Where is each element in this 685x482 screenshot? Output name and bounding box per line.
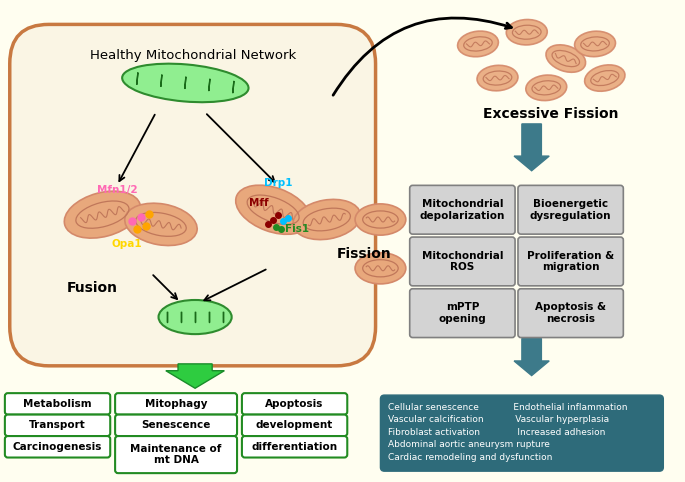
Text: Metabolism: Metabolism bbox=[23, 399, 92, 409]
FancyBboxPatch shape bbox=[5, 393, 110, 415]
Ellipse shape bbox=[585, 65, 625, 92]
Text: Proliferation &
migration: Proliferation & migration bbox=[527, 251, 614, 272]
FancyArrow shape bbox=[514, 124, 549, 171]
Text: Excessive Fission: Excessive Fission bbox=[484, 107, 619, 121]
Text: differentiation: differentiation bbox=[251, 442, 338, 452]
Ellipse shape bbox=[64, 191, 140, 238]
Ellipse shape bbox=[158, 300, 232, 334]
FancyBboxPatch shape bbox=[410, 289, 515, 337]
FancyBboxPatch shape bbox=[242, 393, 347, 415]
Ellipse shape bbox=[236, 185, 310, 234]
Text: mPTP
opening: mPTP opening bbox=[438, 302, 486, 324]
Ellipse shape bbox=[526, 74, 566, 101]
Text: Mff: Mff bbox=[249, 198, 269, 208]
Ellipse shape bbox=[458, 31, 498, 57]
Ellipse shape bbox=[293, 200, 360, 240]
FancyBboxPatch shape bbox=[115, 393, 237, 415]
Ellipse shape bbox=[506, 20, 547, 45]
Text: Drp1: Drp1 bbox=[264, 178, 292, 188]
FancyBboxPatch shape bbox=[410, 186, 515, 234]
Text: Apoptosis &
necrosis: Apoptosis & necrosis bbox=[535, 302, 606, 324]
Text: Healthy Mitochondrial Network: Healthy Mitochondrial Network bbox=[90, 49, 296, 62]
Text: Transport: Transport bbox=[29, 420, 86, 430]
Text: Carcinogenesis: Carcinogenesis bbox=[13, 442, 102, 452]
Text: Fission: Fission bbox=[336, 247, 391, 261]
FancyBboxPatch shape bbox=[115, 415, 237, 436]
Text: Fis1: Fis1 bbox=[286, 224, 310, 234]
FancyBboxPatch shape bbox=[242, 415, 347, 436]
FancyArrow shape bbox=[514, 338, 549, 375]
FancyBboxPatch shape bbox=[518, 289, 623, 337]
Ellipse shape bbox=[355, 204, 406, 235]
Ellipse shape bbox=[545, 45, 586, 72]
Text: Maintenance of
mt DNA: Maintenance of mt DNA bbox=[130, 444, 222, 466]
Ellipse shape bbox=[477, 65, 518, 91]
FancyBboxPatch shape bbox=[5, 415, 110, 436]
Text: Mfn1/2: Mfn1/2 bbox=[97, 185, 138, 195]
Text: Mitochondrial
ROS: Mitochondrial ROS bbox=[422, 251, 503, 272]
FancyBboxPatch shape bbox=[242, 436, 347, 457]
Text: Opa1: Opa1 bbox=[112, 239, 142, 249]
Text: Bioenergetic
dysregulation: Bioenergetic dysregulation bbox=[530, 199, 612, 221]
Text: Mitophagy: Mitophagy bbox=[145, 399, 208, 409]
Text: Mitochondrial
depolarization: Mitochondrial depolarization bbox=[420, 199, 505, 221]
FancyBboxPatch shape bbox=[115, 436, 237, 473]
Ellipse shape bbox=[355, 253, 406, 284]
Ellipse shape bbox=[125, 203, 197, 245]
FancyBboxPatch shape bbox=[410, 237, 515, 286]
Ellipse shape bbox=[575, 31, 616, 56]
Text: Fusion: Fusion bbox=[67, 281, 119, 295]
FancyBboxPatch shape bbox=[518, 186, 623, 234]
FancyBboxPatch shape bbox=[380, 395, 663, 471]
FancyBboxPatch shape bbox=[10, 25, 375, 366]
Text: Apoptosis: Apoptosis bbox=[265, 399, 324, 409]
FancyBboxPatch shape bbox=[5, 436, 110, 457]
Text: Cellular senescence            Endothelial inflammation
Vascular calcification  : Cellular senescence Endothelial inflamma… bbox=[388, 403, 627, 462]
FancyBboxPatch shape bbox=[518, 237, 623, 286]
Text: development: development bbox=[256, 420, 333, 430]
Text: Senescence: Senescence bbox=[141, 420, 211, 430]
FancyArrow shape bbox=[166, 364, 225, 388]
Ellipse shape bbox=[122, 64, 249, 102]
